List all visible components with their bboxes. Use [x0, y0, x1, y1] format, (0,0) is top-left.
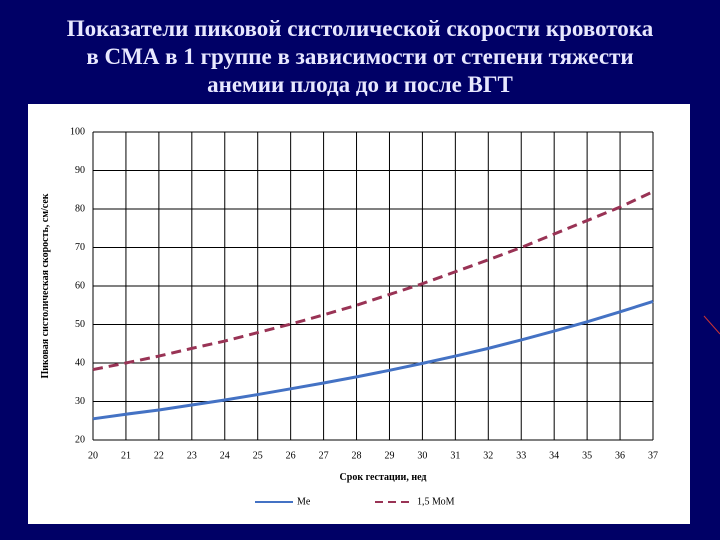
legend-label: Me: [297, 496, 311, 507]
x-tick-label: 31: [450, 450, 460, 461]
series-line: [92, 299, 654, 421]
x-tick-label: 30: [417, 450, 427, 461]
legend-label: 1,5 МоМ: [417, 496, 455, 507]
y-axis-label: Пиковая систолическая скорость, см/сек: [40, 193, 51, 378]
y-tick-label: 70: [75, 242, 85, 253]
y-tick-label: 60: [75, 280, 85, 291]
title-line: в СМА в 1 группе в зависимости от степен…: [86, 44, 633, 69]
x-tick-label: 36: [615, 450, 625, 461]
y-tick-label: 90: [75, 165, 85, 176]
x-tick-label: 26: [286, 450, 296, 461]
chart-panel: [28, 104, 690, 524]
series-line: [92, 190, 654, 372]
x-tick-label: 27: [319, 450, 329, 461]
x-tick-label: 23: [187, 450, 197, 461]
x-tick-label: 29: [384, 450, 394, 461]
y-tick-label: 100: [70, 126, 85, 137]
title-line: анемии плода до и после ВГТ: [207, 72, 513, 97]
y-tick-label: 30: [75, 396, 85, 407]
title-line: Показатели пиковой систолической скорост…: [67, 16, 654, 41]
x-tick-label: 24: [220, 450, 230, 461]
x-tick-label: 28: [352, 450, 362, 461]
y-tick-label: 50: [75, 319, 85, 330]
x-tick-label: 37: [648, 450, 658, 461]
x-tick-label: 33: [516, 450, 526, 461]
y-tick-label: 40: [75, 357, 85, 368]
x-tick-label: 20: [88, 450, 98, 461]
x-tick-label: 22: [154, 450, 164, 461]
x-tick-label: 25: [253, 450, 263, 461]
x-tick-label: 34: [549, 450, 559, 461]
x-tick-label: 35: [582, 450, 592, 461]
decoration: [703, 315, 720, 335]
y-tick-label: 20: [75, 434, 85, 445]
x-tick-label: 32: [483, 450, 493, 461]
y-tick-label: 80: [75, 203, 85, 214]
x-axis-label: Срок гестации, нед: [340, 472, 427, 483]
x-tick-label: 21: [121, 450, 131, 461]
